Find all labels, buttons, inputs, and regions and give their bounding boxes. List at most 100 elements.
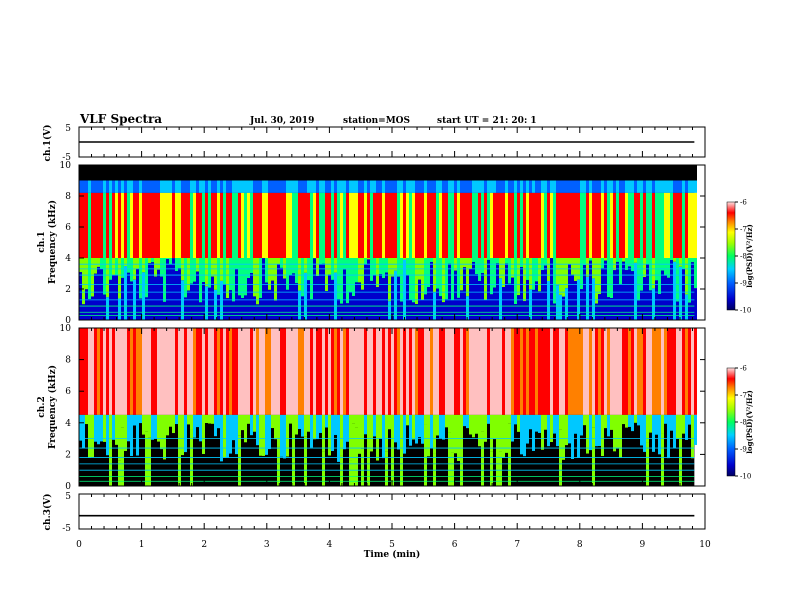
spectrogram-cell	[274, 193, 277, 258]
spectrogram-cell	[310, 165, 313, 181]
spectrogram-cell	[127, 328, 130, 415]
spectrogram-cell	[568, 193, 571, 258]
spectrogram-cell	[664, 415, 667, 424]
spectrogram-cell	[205, 258, 208, 286]
spectrogram-cell	[214, 415, 217, 436]
spectrogram-cell	[205, 328, 208, 415]
spectrogram-cell	[631, 271, 634, 320]
spectrogram-cell	[538, 165, 541, 181]
spectrogram-cell	[205, 181, 208, 193]
spectrogram-cell	[211, 415, 214, 424]
spectrogram-cell	[109, 165, 112, 181]
spectrogram-cell	[610, 193, 613, 258]
spectrogram-cell	[250, 165, 253, 181]
spectrogram-cell	[379, 274, 382, 320]
spectrogram-cell	[217, 181, 220, 193]
spectrogram-cell	[529, 328, 532, 415]
spectrogram-cell	[544, 193, 547, 258]
spectrogram-cell	[115, 258, 118, 275]
spectrogram-cell	[550, 258, 553, 320]
spectrogram-cell	[487, 415, 490, 424]
spectrogram-cell	[493, 165, 496, 181]
spectrogram-cell	[571, 165, 574, 181]
spectrogram-cell	[430, 262, 433, 320]
spectrogram-cell	[97, 328, 100, 415]
spectrogram-cell	[142, 181, 145, 193]
spectrogram-cell	[91, 181, 94, 193]
spectrogram-cell	[82, 181, 85, 193]
spectrogram-cell	[595, 181, 598, 193]
spectrogram-cell	[124, 328, 127, 415]
spectrogram-cell	[259, 328, 262, 415]
spectrogram-cell	[247, 165, 250, 181]
spectrogram-cell	[145, 193, 148, 258]
spectrogram-cell	[346, 193, 349, 258]
spectrogram-cell	[337, 299, 340, 320]
spectrogram-cell	[691, 328, 694, 415]
spectrogram-cell	[607, 415, 610, 436]
spectrogram-cell	[238, 415, 241, 435]
spectrogram-cell	[613, 415, 616, 451]
spectrogram-cell	[166, 193, 169, 258]
spectrogram-cell	[337, 328, 340, 415]
spectrogram-cell	[412, 193, 415, 258]
spectrogram-cell	[289, 193, 292, 258]
spectrogram-cell	[202, 258, 205, 282]
spectrogram-cell	[649, 415, 652, 433]
spectrogram-cell	[544, 415, 547, 430]
spectrogram-cell	[172, 193, 175, 258]
spectrogram-cell	[592, 415, 595, 427]
spectrogram-cell	[361, 328, 364, 415]
spectrogram-cell	[628, 258, 631, 266]
spectrogram-cell	[631, 328, 634, 415]
spectrogram-cell	[229, 181, 232, 193]
spectrogram-cell	[82, 328, 85, 415]
spectrogram-cell	[100, 258, 103, 269]
spectrogram-cell	[403, 258, 406, 259]
spectrogram-cell	[583, 193, 586, 258]
spectrogram-cell	[460, 328, 463, 415]
spectrogram-cell	[103, 181, 106, 193]
spectrogram-cell	[559, 295, 562, 320]
spectrogram-cell	[286, 181, 289, 193]
spectrogram-cell	[460, 181, 463, 193]
spectrogram-cell	[451, 300, 454, 320]
spectrogram-cell	[271, 281, 274, 320]
spectrogram-cell	[319, 258, 322, 264]
spectrogram-cell	[199, 328, 202, 415]
spectrogram-cell	[223, 258, 226, 284]
spectrogram-cell	[193, 165, 196, 181]
spectrogram-cell	[184, 415, 187, 452]
spectrogram-cell	[370, 181, 373, 193]
spectrogram-cell	[685, 415, 688, 440]
spectrogram-cell	[301, 415, 304, 437]
ch1-waveform-ylabel: ch.1(V)	[42, 125, 53, 162]
spectrogram-cell	[430, 328, 433, 415]
spectrogram-cell	[118, 461, 121, 486]
spectrogram-cell	[484, 165, 487, 181]
spectrogram-cell	[145, 297, 148, 320]
spectrogram-cell	[643, 328, 646, 415]
spectrogram-cell	[118, 165, 121, 181]
spectrogram-cell	[418, 328, 421, 415]
spectrogram-cell	[376, 181, 379, 193]
spectrogram-cell	[454, 181, 457, 193]
spectrogram-cell	[301, 328, 304, 415]
x-tick-label: 0	[76, 540, 82, 550]
spectrogram-cell	[187, 258, 190, 291]
spectrogram-cell	[181, 165, 184, 181]
spectrogram-cell	[490, 181, 493, 193]
spectrogram-cell	[427, 258, 430, 287]
spectrogram-cell	[679, 415, 682, 439]
spectrogram-cell	[649, 181, 652, 193]
spectrogram-cell	[379, 328, 382, 415]
spectrogram-cell	[421, 165, 424, 181]
spectrogram-cell	[592, 193, 595, 258]
spectrogram-cell	[283, 279, 286, 320]
spectrogram-cell	[583, 328, 586, 415]
spectrogram-cell	[658, 193, 661, 258]
spectrogram-cell	[499, 415, 502, 452]
spectrogram-cell	[274, 301, 277, 320]
spectrogram-cell	[88, 165, 91, 181]
spectrogram-cell	[331, 328, 334, 415]
